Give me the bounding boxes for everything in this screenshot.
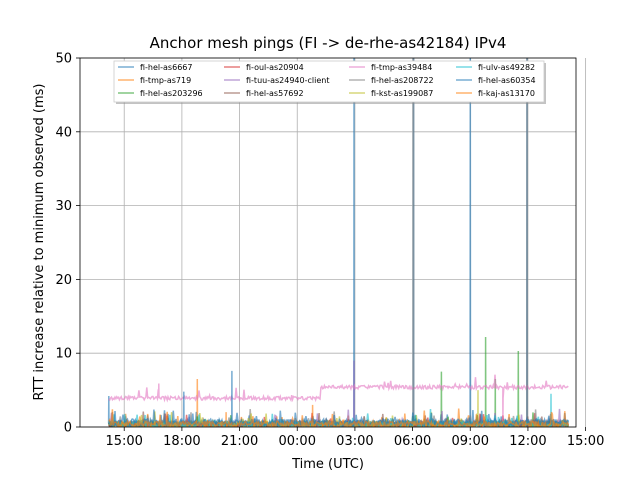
y-tick-label: 50 xyxy=(55,52,72,67)
legend-box xyxy=(113,60,545,103)
legend-label: fi-hel-as60354 xyxy=(478,76,536,85)
y-tick-label: 0 xyxy=(64,421,72,436)
y-tick-label: 10 xyxy=(55,347,72,362)
x-tick-label: 18:00 xyxy=(163,434,200,449)
y-tick-label: 40 xyxy=(55,125,72,140)
legend-label: fi-hel-as57692 xyxy=(246,89,304,98)
series-group xyxy=(107,58,570,427)
legend-label: fi-kaj-as13170 xyxy=(478,89,535,98)
legend-label: fi-hel-as203296 xyxy=(140,89,203,98)
series-line-fi-kaj-as13170 xyxy=(108,404,570,427)
legend-label: fi-tuu-as24940-client xyxy=(246,76,329,85)
y-tick-label: 20 xyxy=(55,273,72,288)
plot-area: 15:00 18:00 21:00 00:00 03:00 06:00 09:00 12:00… xyxy=(55,52,604,450)
x-tick-label: 15:00 xyxy=(567,434,604,449)
x-tick-label: 21:00 xyxy=(221,434,258,449)
axes-frame xyxy=(79,57,577,428)
legend-label: fi-oul-as20904 xyxy=(246,63,304,72)
legend-label: fi-kst-as199087 xyxy=(371,89,433,98)
x-tick-label: 03:00 xyxy=(336,434,373,449)
legend-label: fi-tmp-as719 xyxy=(140,76,191,85)
y-axis-title: RTT increase relative to minimum observe… xyxy=(32,84,47,401)
legend-label: fi-ulv-as49282 xyxy=(478,63,535,72)
legend-label: fi-tmp-as39484 xyxy=(371,63,432,72)
x-tick-label: 00:00 xyxy=(279,434,316,449)
legend-label: fi-hel-as6667 xyxy=(140,63,192,72)
legend: fi-hel-as6667 fi-tmp-as719 fi-hel-as203296… xyxy=(113,60,546,104)
x-tick-label: 15:00 xyxy=(105,434,142,449)
x-tick-label: 09:00 xyxy=(452,434,489,449)
x-tick-label: 12:00 xyxy=(509,434,546,449)
x-axis-title: Time (UTC) xyxy=(291,457,364,472)
y-tick-label: 30 xyxy=(55,199,72,214)
legend-label: fi-hel-as208722 xyxy=(371,76,434,85)
chart-title: Anchor mesh pings (FI -> de-rhe-as42184)… xyxy=(150,34,507,52)
x-tick-label: 06:00 xyxy=(394,434,431,449)
